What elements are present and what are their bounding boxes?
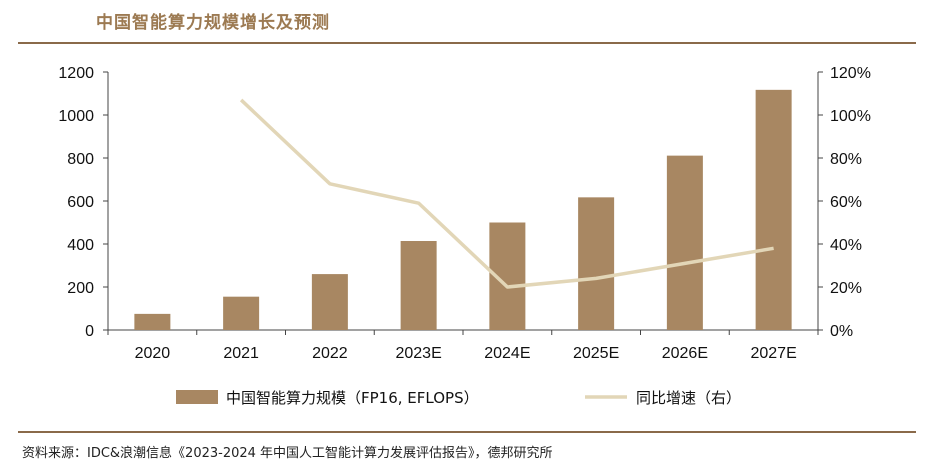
- chart: 0 200 400 600 800 1000 1200 0% 20% 40% 60% 80% 100% 1…: [58, 65, 871, 407]
- left-tick-label: 200: [67, 280, 94, 297]
- x-tick-label: 2023E: [395, 345, 441, 362]
- left-tick-label: 1000: [58, 108, 94, 125]
- right-tick-label: 80%: [830, 151, 862, 168]
- right-tick-label: 40%: [830, 237, 862, 254]
- right-tick-label: 0%: [830, 323, 853, 340]
- legend-swatch-bar: [176, 390, 218, 404]
- chart-title: 中国智能算力规模增长及预测: [96, 13, 330, 33]
- bar: [223, 296, 260, 330]
- left-tick-label: 400: [67, 237, 94, 254]
- right-tick-label: 100%: [830, 108, 871, 125]
- left-tick-label: 0: [85, 323, 94, 340]
- bar: [134, 313, 171, 330]
- x-tick-label: 2027E: [750, 345, 796, 362]
- source-divider: [18, 431, 916, 433]
- left-tick-label: 600: [67, 194, 94, 211]
- right-tick-label: 120%: [830, 65, 871, 82]
- x-tick-label: 2024E: [484, 345, 530, 362]
- right-tick-label: 20%: [830, 280, 862, 297]
- legend: 中国智能算力规模（FP16, EFLOPS） 同比增速（右）: [176, 389, 741, 407]
- chart-axes: 0 200 400 600 800 1000 1200 0% 20% 40% 60% 80% 100% 1…: [58, 65, 871, 362]
- bar-series: [134, 89, 792, 330]
- left-tick-label: 800: [67, 151, 94, 168]
- bar: [666, 155, 703, 330]
- x-tick-label: 2021: [223, 345, 259, 362]
- bar: [311, 274, 348, 330]
- left-tick-label: 1200: [58, 65, 94, 82]
- legend-label-bar: 中国智能算力规模（FP16, EFLOPS）: [226, 389, 479, 407]
- bar: [755, 89, 792, 330]
- x-tick-label: 2022: [312, 345, 348, 362]
- source-note: 资料来源：IDC&浪潮信息《2023-2024 年中国人工智能计算力发展评估报告…: [22, 446, 553, 461]
- x-tick-label: 2020: [135, 345, 171, 362]
- bar: [578, 197, 615, 330]
- right-tick-label: 60%: [830, 194, 862, 211]
- title-divider: [18, 42, 916, 44]
- line-series: [239, 98, 774, 289]
- x-tick-label: 2026E: [662, 345, 708, 362]
- x-tick-label: 2025E: [573, 345, 619, 362]
- bar: [400, 240, 437, 330]
- growth-line: [239, 98, 774, 289]
- legend-label-line: 同比增速（右）: [636, 389, 741, 407]
